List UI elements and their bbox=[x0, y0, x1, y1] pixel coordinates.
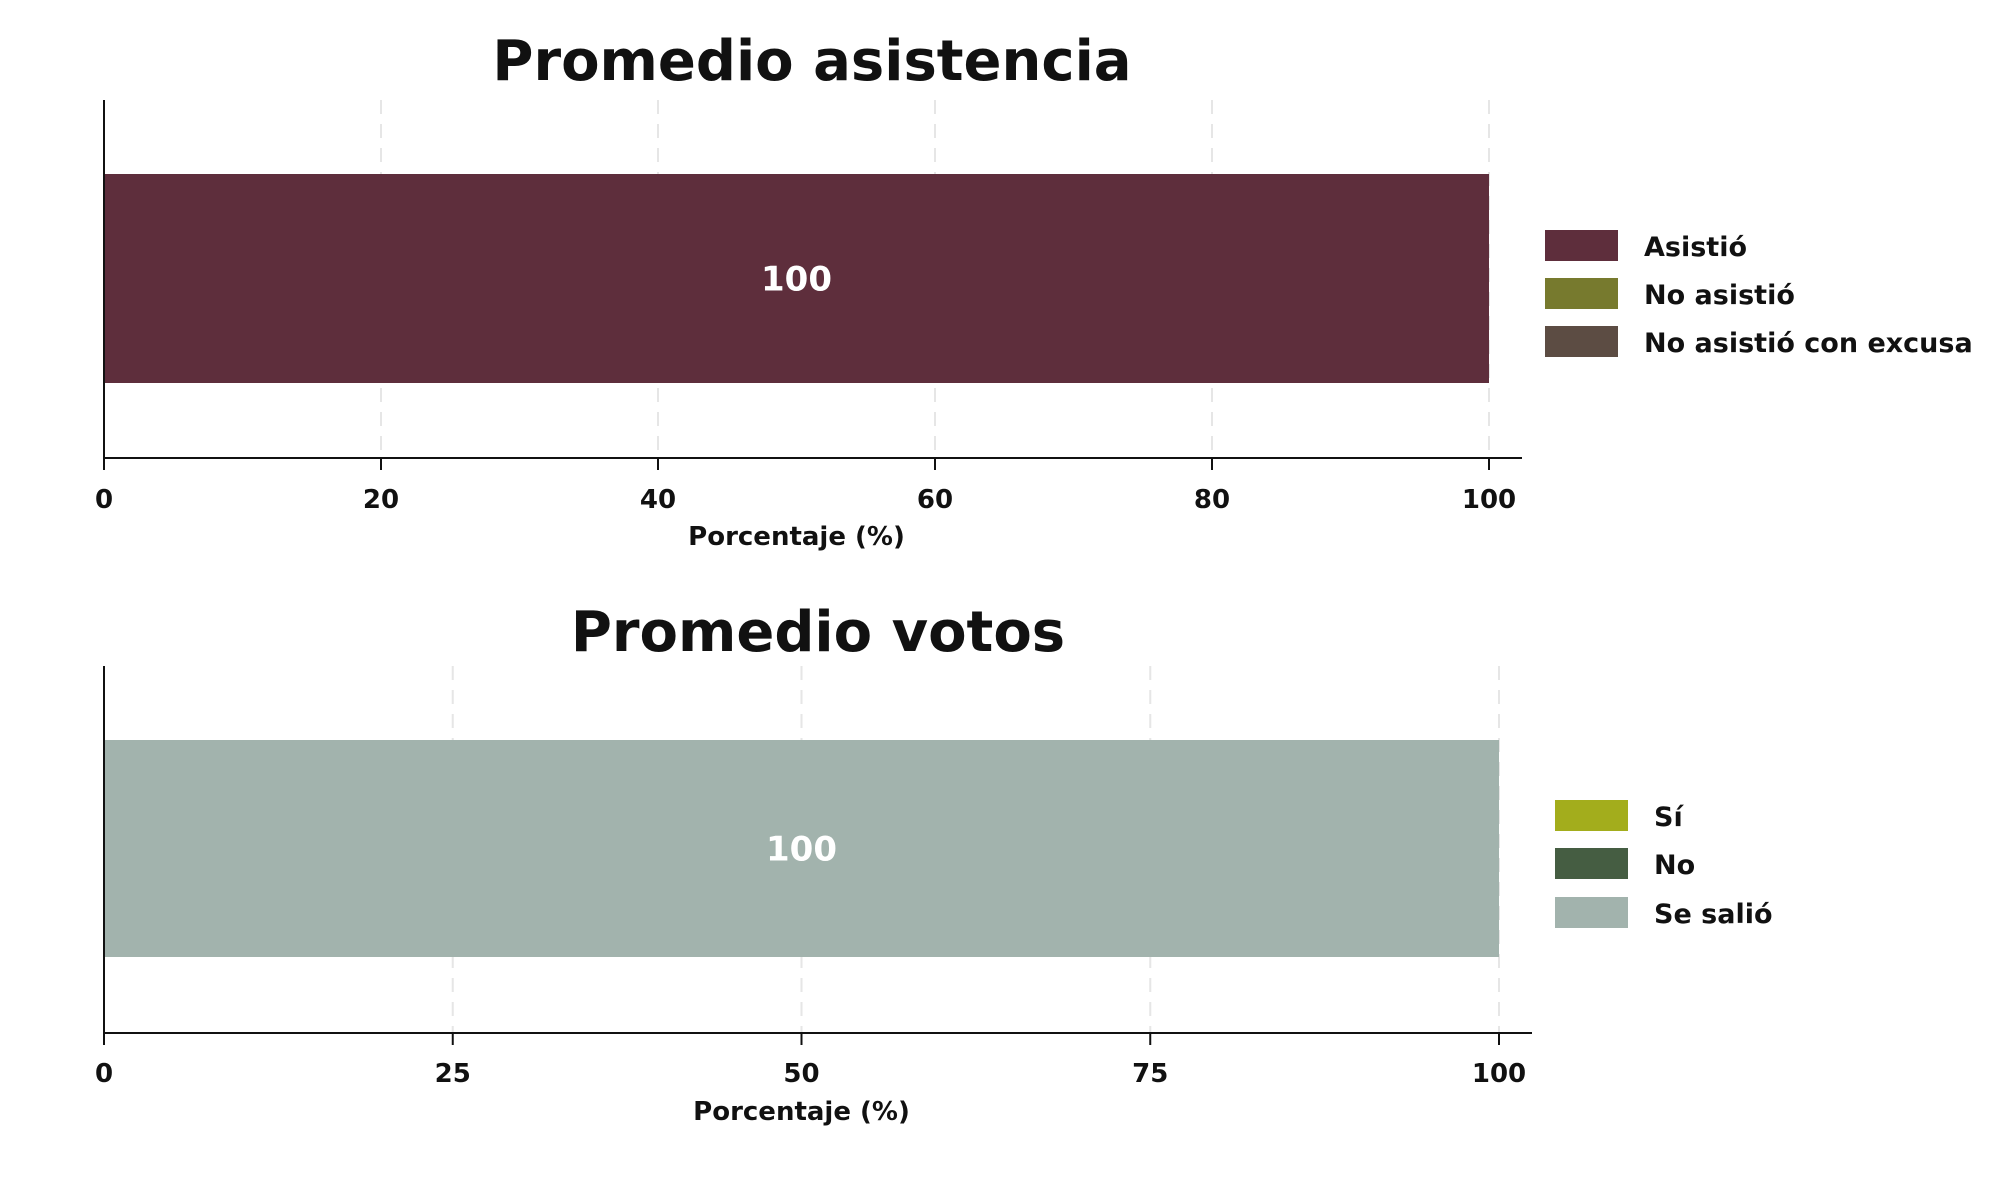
x-tick-label: 0 bbox=[95, 485, 113, 515]
bar-data-label: 100 bbox=[761, 260, 832, 300]
legend-swatch bbox=[1555, 897, 1628, 928]
chart-title: Promedio votos bbox=[571, 600, 1065, 665]
x-axis-label: Porcentaje (%) bbox=[688, 522, 905, 552]
legend-label: No bbox=[1654, 850, 1695, 881]
x-tick-label: 40 bbox=[640, 485, 676, 515]
legend: Asistió No asistió No asistió con excusa bbox=[1545, 230, 1973, 359]
legend-swatch bbox=[1545, 326, 1618, 357]
legend-swatch bbox=[1555, 800, 1628, 831]
chart-promedio-votos: Promedio votos 100 0 25 50 75 100 Porcentaje (%… bbox=[95, 600, 1773, 1127]
legend-swatch bbox=[1545, 230, 1618, 261]
legend-label: No asistió con excusa bbox=[1644, 328, 1973, 359]
x-axis-label: Porcentaje (%) bbox=[693, 1097, 910, 1127]
x-tick-label: 50 bbox=[783, 1059, 819, 1089]
legend-swatch bbox=[1545, 278, 1618, 309]
legend-label: Asistió bbox=[1644, 232, 1747, 263]
bar-data-label: 100 bbox=[766, 830, 837, 870]
x-tick-label: 75 bbox=[1132, 1059, 1168, 1089]
x-tick-label: 20 bbox=[363, 485, 399, 515]
x-tick-label: 80 bbox=[1194, 485, 1230, 515]
legend-label: Sí bbox=[1654, 802, 1684, 833]
legend-swatch bbox=[1555, 848, 1628, 879]
bar-asisti- bbox=[104, 174, 1489, 383]
chart-promedio-asistencia: Promedio asistencia 100 0 20 40 60 80 100 Porcen… bbox=[95, 29, 1973, 552]
chart-title: Promedio asistencia bbox=[492, 29, 1131, 94]
x-tick-label: 0 bbox=[95, 1059, 113, 1089]
x-tick-label: 25 bbox=[435, 1059, 471, 1089]
x-tick-label: 100 bbox=[1472, 1059, 1526, 1089]
legend-label: No asistió bbox=[1644, 280, 1795, 311]
x-tick-label: 60 bbox=[917, 485, 953, 515]
x-tick-label: 100 bbox=[1462, 485, 1516, 515]
legend: Sí No Se salió bbox=[1555, 800, 1773, 930]
legend-label: Se salió bbox=[1654, 899, 1773, 930]
bar-se-sali- bbox=[104, 740, 1499, 957]
